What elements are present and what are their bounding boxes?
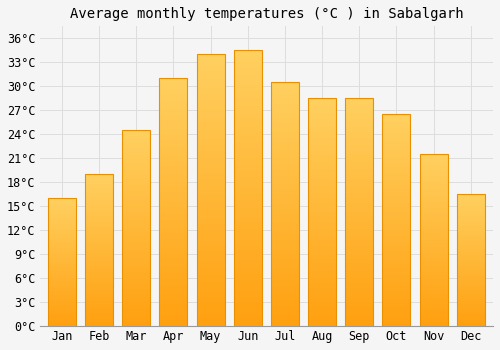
Bar (271, 82, 299, 326)
Bar (382, 114, 410, 326)
Bar (346, 98, 373, 326)
Title: Average monthly temperatures (°C ) in Sabalgarh: Average monthly temperatures (°C ) in Sa… (70, 7, 463, 21)
Bar (48, 198, 76, 326)
Bar (160, 78, 188, 326)
Bar (457, 194, 484, 326)
Bar (308, 98, 336, 326)
Bar (196, 54, 224, 326)
Bar (122, 130, 150, 326)
Bar (85, 174, 113, 326)
Bar (420, 154, 448, 326)
Bar (234, 50, 262, 326)
